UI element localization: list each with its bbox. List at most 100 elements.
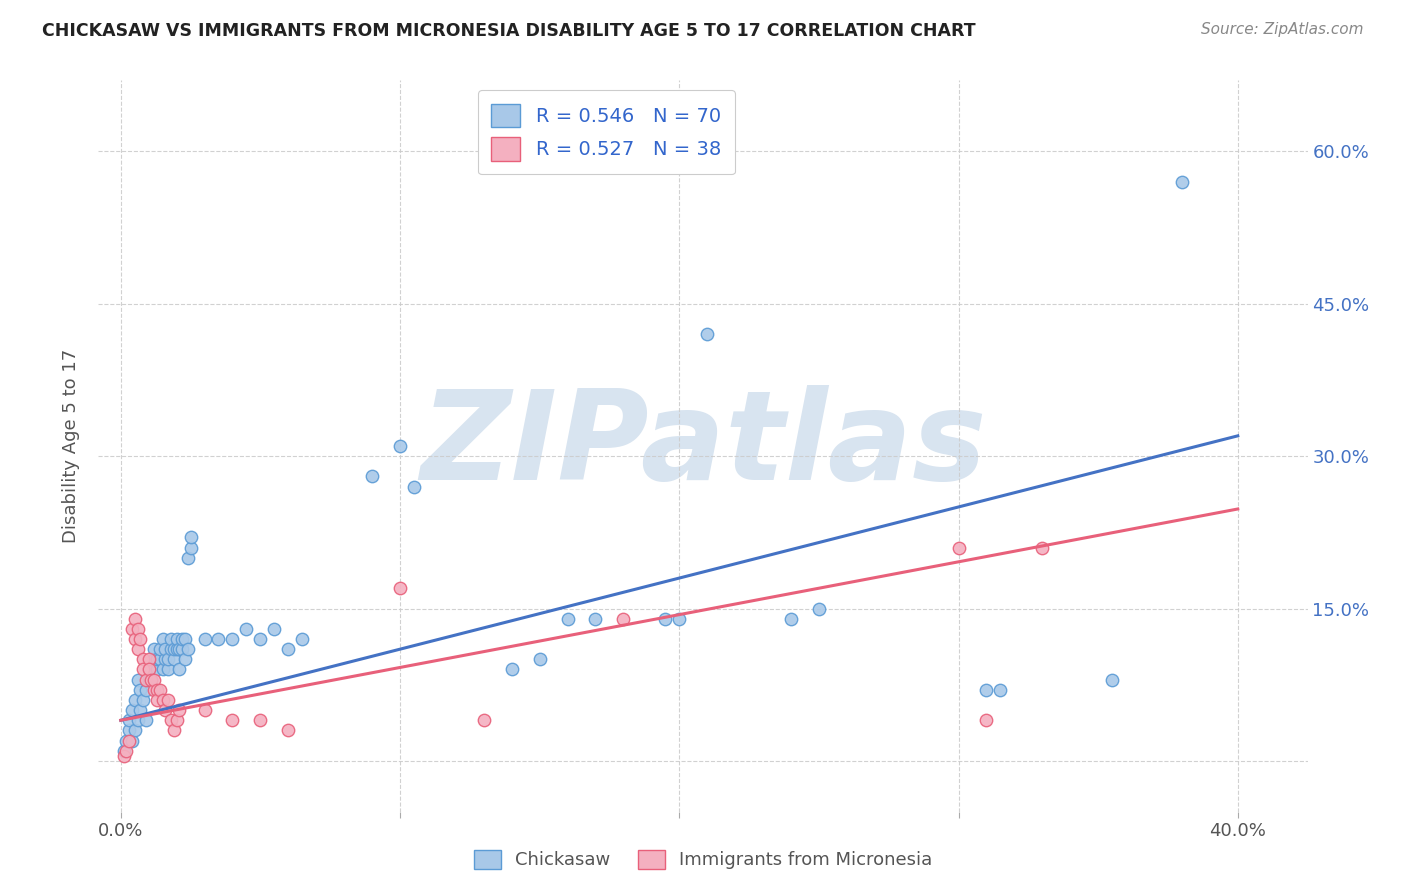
Point: [152, 663, 174, 677]
Point: [169, 663, 191, 677]
Point: [146, 663, 169, 677]
Point: [166, 642, 188, 657]
Point: [361, 469, 384, 483]
Point: [654, 612, 676, 626]
Point: [121, 703, 143, 717]
Point: [169, 642, 191, 657]
Point: [143, 652, 166, 666]
Point: [115, 733, 138, 747]
Point: [166, 632, 188, 646]
Point: [152, 693, 174, 707]
Point: [127, 642, 149, 657]
Point: [612, 612, 634, 626]
Point: [174, 632, 197, 646]
Point: [249, 714, 271, 728]
Point: [976, 682, 998, 697]
Point: [263, 622, 285, 636]
Point: [277, 723, 299, 738]
Point: [112, 748, 135, 763]
Point: [1171, 175, 1194, 189]
Text: Source: ZipAtlas.com: Source: ZipAtlas.com: [1201, 22, 1364, 37]
Point: [177, 642, 200, 657]
Point: [249, 632, 271, 646]
Point: [138, 663, 160, 677]
Point: [155, 652, 177, 666]
Point: [221, 714, 243, 728]
Legend: Chickasaw, Immigrants from Micronesia: Chickasaw, Immigrants from Micronesia: [464, 841, 942, 879]
Point: [402, 480, 425, 494]
Point: [160, 632, 183, 646]
Point: [118, 714, 141, 728]
Point: [174, 652, 197, 666]
Point: [138, 673, 160, 687]
Point: [115, 744, 138, 758]
Point: [138, 652, 160, 666]
Point: [118, 733, 141, 747]
Point: [163, 723, 186, 738]
Point: [143, 682, 166, 697]
Point: [1101, 673, 1123, 687]
Point: [696, 327, 718, 342]
Point: [207, 632, 229, 646]
Point: [501, 663, 523, 677]
Text: CHICKASAW VS IMMIGRANTS FROM MICRONESIA DISABILITY AGE 5 TO 17 CORRELATION CHART: CHICKASAW VS IMMIGRANTS FROM MICRONESIA …: [42, 22, 976, 40]
Point: [160, 642, 183, 657]
Point: [149, 682, 172, 697]
Point: [277, 642, 299, 657]
Point: [149, 652, 172, 666]
Point: [668, 612, 690, 626]
Point: [557, 612, 579, 626]
Point: [132, 652, 155, 666]
Point: [129, 703, 152, 717]
Point: [1031, 541, 1053, 555]
Point: [990, 682, 1012, 697]
Point: [163, 642, 186, 657]
Point: [221, 632, 243, 646]
Point: [291, 632, 314, 646]
Point: [141, 673, 163, 687]
Point: [948, 541, 970, 555]
Point: [585, 612, 607, 626]
Point: [976, 714, 998, 728]
Point: [135, 682, 157, 697]
Point: [132, 663, 155, 677]
Point: [235, 622, 257, 636]
Point: [193, 703, 215, 717]
Point: [146, 652, 169, 666]
Point: [780, 612, 803, 626]
Point: [389, 581, 412, 595]
Point: [146, 682, 169, 697]
Point: [155, 703, 177, 717]
Point: [163, 652, 186, 666]
Point: [143, 642, 166, 657]
Point: [149, 642, 172, 657]
Point: [124, 612, 146, 626]
Point: [132, 693, 155, 707]
Point: [152, 632, 174, 646]
Point: [124, 723, 146, 738]
Point: [472, 714, 495, 728]
Point: [155, 642, 177, 657]
Y-axis label: Disability Age 5 to 17: Disability Age 5 to 17: [62, 349, 80, 543]
Point: [389, 439, 412, 453]
Point: [135, 714, 157, 728]
Point: [529, 652, 551, 666]
Point: [193, 632, 215, 646]
Point: [157, 663, 180, 677]
Point: [118, 723, 141, 738]
Point: [807, 601, 830, 615]
Point: [166, 714, 188, 728]
Point: [143, 673, 166, 687]
Point: [121, 622, 143, 636]
Point: [124, 693, 146, 707]
Point: [169, 703, 191, 717]
Point: [138, 663, 160, 677]
Point: [172, 642, 194, 657]
Point: [135, 673, 157, 687]
Point: [180, 541, 202, 555]
Point: [112, 744, 135, 758]
Point: [180, 530, 202, 544]
Point: [127, 714, 149, 728]
Point: [141, 673, 163, 687]
Point: [146, 693, 169, 707]
